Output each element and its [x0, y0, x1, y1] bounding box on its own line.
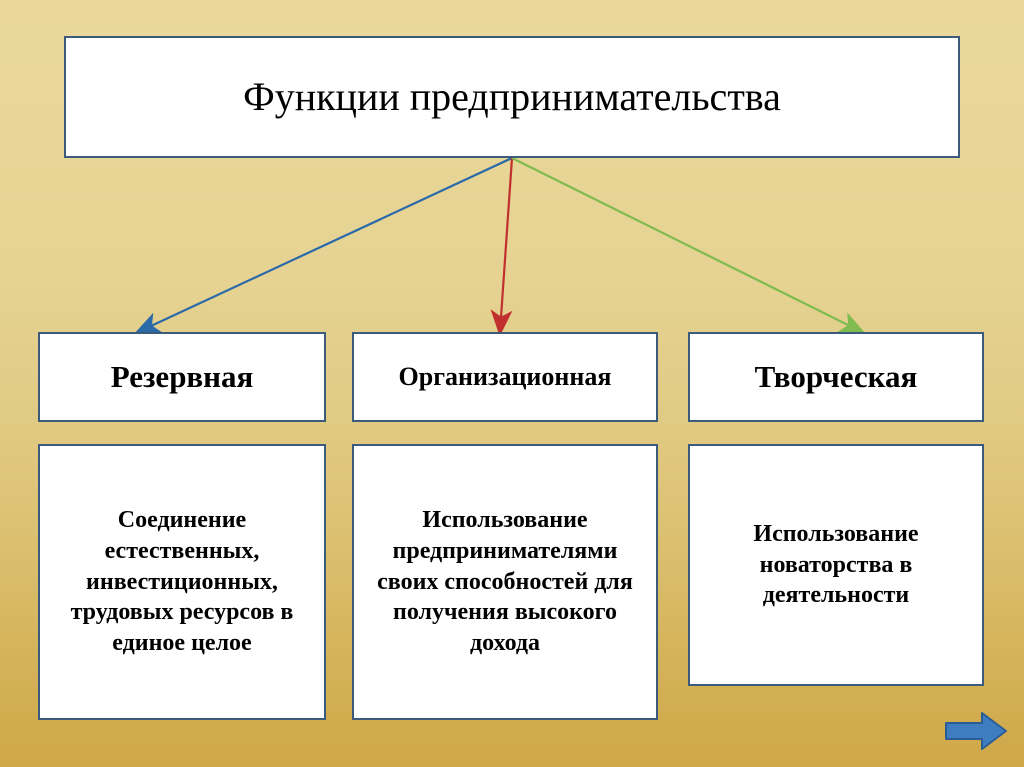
next-button[interactable]	[944, 711, 1008, 751]
function-box-1: Резервная	[38, 332, 326, 422]
description-box-2: Использование предпринимателями своих сп…	[352, 444, 658, 720]
description-box-1: Соединение естественных, инвестиционных,…	[38, 444, 326, 720]
title-box: Функции предпринимательства	[64, 36, 960, 158]
arrow-right-icon	[944, 711, 1008, 751]
description-text-2: Использование предпринимателями своих сп…	[362, 505, 648, 659]
title-text: Функции предпринимательства	[243, 74, 781, 120]
function-box-3: Творческая	[688, 332, 984, 422]
description-text-1: Соединение естественных, инвестиционных,…	[48, 505, 316, 659]
function-name-2: Организационная	[399, 362, 612, 392]
function-name-3: Творческая	[755, 359, 918, 395]
function-box-2: Организационная	[352, 332, 658, 422]
function-name-1: Резервная	[111, 359, 254, 395]
description-text-3: Использование новаторства в деятельности	[698, 519, 974, 611]
description-box-3: Использование новаторства в деятельности	[688, 444, 984, 686]
